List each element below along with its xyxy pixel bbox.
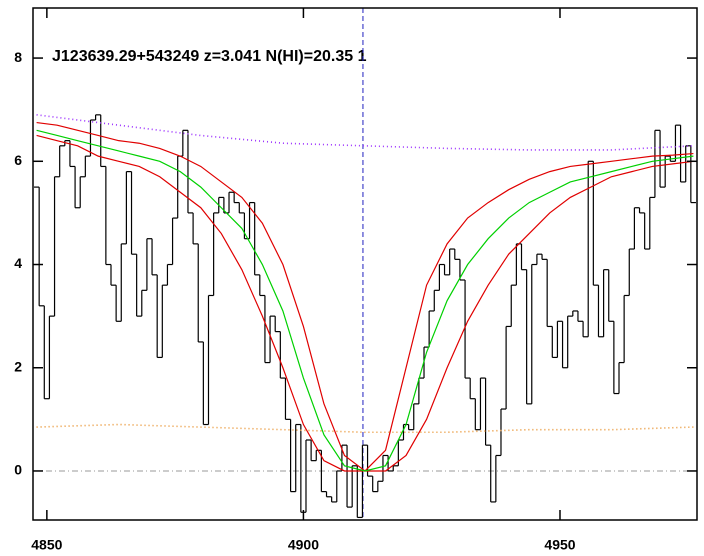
dotted-curve <box>36 423 694 434</box>
model-curve <box>36 121 694 472</box>
model-curve <box>36 129 694 472</box>
y-tick-label: 6 <box>14 152 22 168</box>
y-tick-label: 8 <box>14 49 22 65</box>
y-tick-label: 2 <box>14 358 22 374</box>
chart-title: J123639.29+543249 z=3.041 N(HI)=20.35 1 <box>52 48 367 65</box>
x-tick-label: 4850 <box>31 537 62 553</box>
y-tick-label: 4 <box>14 255 22 271</box>
model-curve <box>36 134 694 472</box>
x-tick-label: 4950 <box>544 537 575 553</box>
plot-frame <box>32 7 698 521</box>
dotted-curve <box>36 114 694 151</box>
x-tick-label: 4900 <box>288 537 319 553</box>
y-tick-label: 0 <box>14 462 22 478</box>
